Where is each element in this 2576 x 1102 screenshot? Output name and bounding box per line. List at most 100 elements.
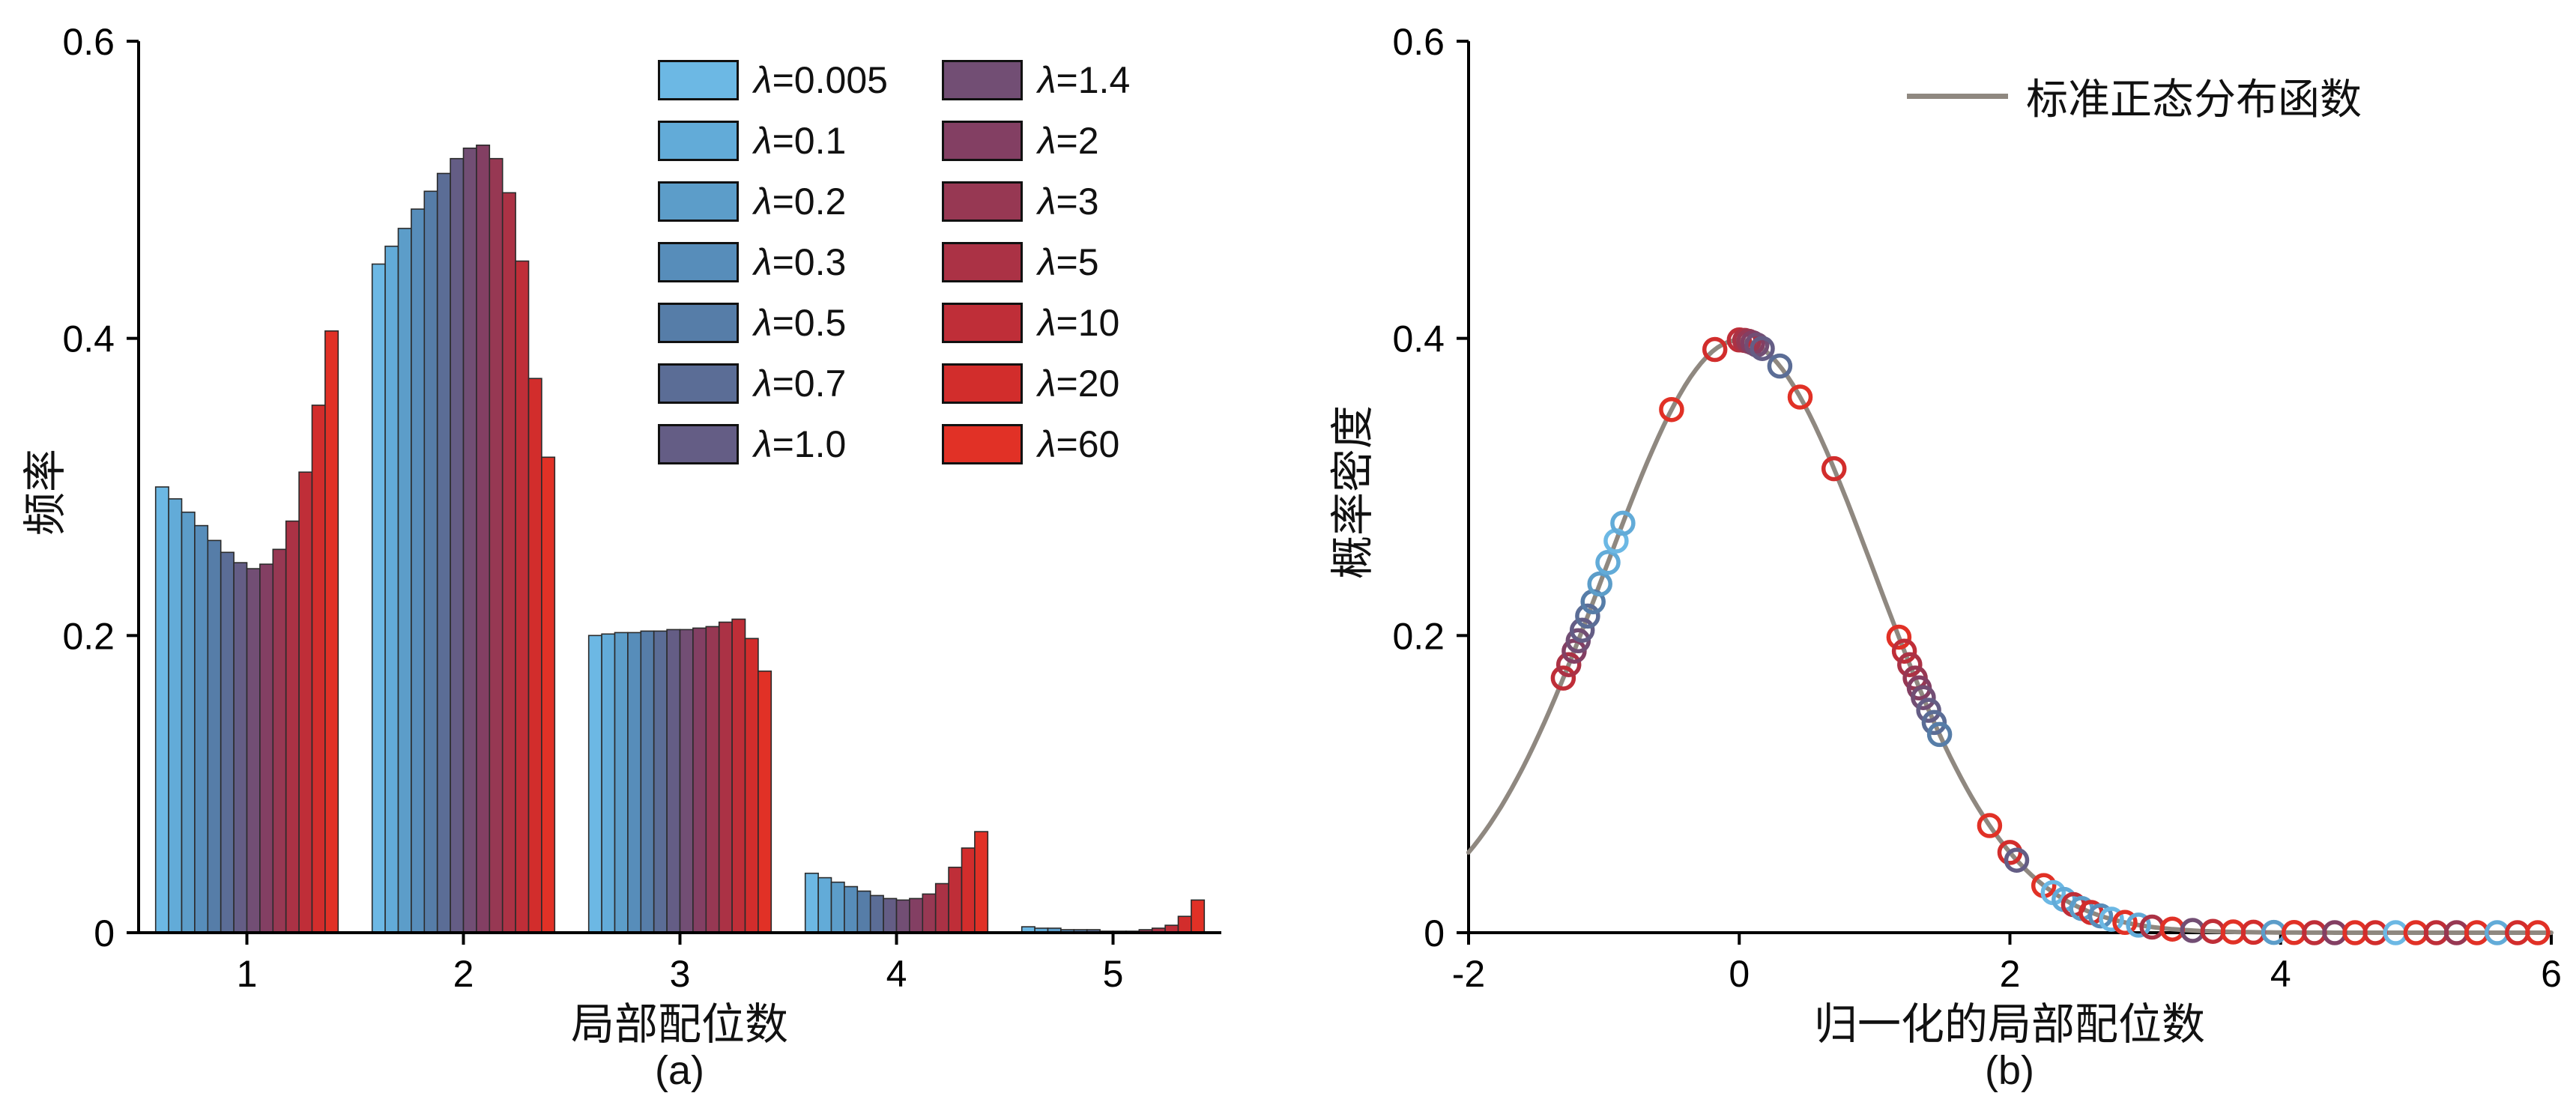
- legend-label: λ=0.2: [754, 180, 847, 222]
- legend-item-λ=2: λ=2: [941, 110, 1130, 171]
- panel-a-x-tick-label: 5: [1103, 953, 1124, 995]
- data-point-λ=60: [2112, 909, 2138, 936]
- legend-label: λ=0.005: [754, 58, 888, 101]
- data-point-λ=0.1: [1595, 550, 1621, 575]
- bar-λ=0.7-cn2: [436, 172, 451, 933]
- legend-item-λ=0.7: λ=0.7: [658, 353, 888, 414]
- bar-λ=0.3-cn2: [411, 208, 426, 933]
- bar-λ=1.0-cn3: [666, 629, 681, 933]
- legend-label: λ=3: [1037, 180, 1099, 222]
- bar-λ=0.005-cn3: [587, 635, 602, 933]
- bar-λ=0.005-cn4: [804, 872, 819, 933]
- panel-a-x-tick-label: 3: [670, 953, 691, 995]
- legend-label: λ=0.5: [754, 301, 847, 344]
- panel-a-x-axis-label: 局部配位数: [570, 1000, 788, 1049]
- data-point-λ=0.1: [2126, 912, 2151, 938]
- bar-λ=0.5-cn2: [423, 190, 438, 933]
- legend-swatch-icon: [941, 302, 1023, 343]
- panel-a-caption: (a): [655, 1048, 704, 1093]
- data-point-λ=60: [1886, 624, 1912, 650]
- legend-item-λ=20: λ=20: [941, 353, 1130, 414]
- bar-λ=20-cn4: [961, 847, 976, 933]
- data-point-λ=1.0: [2004, 847, 2030, 873]
- legend-label: λ=1.4: [1037, 58, 1131, 101]
- bar-λ=10-cn3: [731, 618, 746, 933]
- legend-swatch-icon: [941, 181, 1023, 222]
- panel-a-y-tick-label: 0.4: [62, 318, 115, 360]
- bar-λ=60-cn5: [1191, 899, 1206, 933]
- bar-λ=1.4-cn3: [679, 629, 694, 933]
- bar-λ=2-cn1: [259, 563, 274, 933]
- bar-λ=0.005-cn2: [371, 263, 386, 933]
- panel-b-y-tick-label: 0: [1424, 912, 1445, 954]
- panel-b-y-tick-label: 0.2: [1392, 615, 1445, 657]
- data-point-λ=0.7: [1575, 603, 1600, 629]
- legend-item-λ=0.3: λ=0.3: [658, 231, 888, 292]
- panel-a-chart: 1 2 3 4 5 0 0.2 0.4 0.6: [62, 21, 1221, 995]
- bar-λ=5-cn1: [285, 520, 300, 933]
- bar-λ=0.3-cn4: [844, 885, 859, 933]
- legend-item-λ=0.5: λ=0.5: [658, 292, 888, 353]
- bar-λ=0.5-cn3: [640, 630, 655, 933]
- data-point-λ=60: [1787, 384, 1813, 410]
- legend-swatch-icon: [941, 241, 1023, 282]
- bar-λ=60-cn1: [324, 330, 339, 933]
- panel-b-x-tick-label: 6: [2541, 953, 2562, 995]
- bar-λ=3-cn1: [272, 548, 287, 933]
- legend-swatch-icon: [941, 363, 1023, 404]
- panel-b-legend: 标准正态分布函数: [1907, 66, 2362, 127]
- legend-item-λ=5: λ=5: [941, 231, 1130, 292]
- bar-λ=0.2-cn4: [830, 881, 845, 933]
- data-point-λ=1.0: [1569, 617, 1595, 643]
- bar-λ=20-cn5: [1177, 915, 1192, 933]
- panel-a-x-tick-label: 1: [237, 953, 258, 995]
- panel-b-chart: -2 0 2 4 600.20.40.6: [1392, 21, 2562, 995]
- bar-λ=10-cn1: [298, 471, 313, 933]
- panel-b-x-tick-label: 4: [2270, 953, 2291, 995]
- legend-swatch-icon: [658, 241, 739, 282]
- panel-b-y-tick-label: 0.4: [1392, 318, 1445, 360]
- legend-label: λ=0.3: [754, 240, 847, 283]
- panel-b-x-tick-label: 0: [1729, 953, 1750, 995]
- legend-label: λ=20: [1037, 362, 1120, 405]
- normal-curve-legend-label: 标准正态分布函数: [2026, 76, 2362, 123]
- data-point-λ=0.5: [1926, 721, 1953, 748]
- panel-a-x-tick-label: 4: [886, 953, 907, 995]
- data-point-λ=1.0: [1750, 336, 1775, 361]
- data-point-λ=0.7: [1921, 709, 1947, 736]
- panel-b-x-tick-label: 2: [2000, 953, 2021, 995]
- bar-λ=0.1-cn1: [168, 498, 183, 933]
- panel-a-x-tick-label: 2: [453, 953, 474, 995]
- bar-λ=3-cn2: [489, 157, 504, 933]
- bar-λ=0.1-cn2: [384, 245, 399, 933]
- bar-λ=0.2-cn2: [397, 228, 412, 933]
- bar-λ=1.0-cn2: [450, 157, 465, 933]
- data-point-λ=10: [1550, 665, 1576, 691]
- bar-λ=0.2-cn1: [181, 511, 196, 933]
- panel-a-y-tick-label: 0.2: [62, 615, 115, 657]
- legend-swatch-icon: [658, 59, 739, 100]
- bar-λ=0.7-cn4: [869, 894, 884, 933]
- panel-a-legend: λ=0.005 λ=0.1 λ=0.2 λ=0.3 λ=0.5 λ=0.7 λ=1.0 λ=1…: [658, 49, 1130, 474]
- panel-a-y-axis-label: 频率: [21, 449, 70, 536]
- data-point-λ=0.3: [2087, 903, 2114, 929]
- bar-λ=10-cn4: [948, 866, 963, 933]
- data-point-λ=60: [1977, 813, 2003, 838]
- bar-λ=0.5-cn1: [207, 539, 222, 933]
- legend-item-λ=3: λ=3: [941, 171, 1130, 231]
- bar-λ=60-cn3: [758, 670, 773, 933]
- bar-λ=20-cn3: [744, 638, 759, 933]
- data-point-λ=20: [1702, 336, 1728, 363]
- legend-label: λ=60: [1037, 423, 1120, 465]
- data-point-λ=1.0: [1916, 697, 1941, 723]
- normal-curve-legend-line-icon: [1907, 94, 2008, 99]
- bar-λ=1.4-cn1: [246, 568, 261, 933]
- panel-b-x-axis-label: 归一化的局部配位数: [1813, 1000, 2205, 1049]
- panel-b-caption: (b): [1985, 1048, 2034, 1093]
- legend-swatch-icon: [658, 423, 739, 464]
- data-point-λ=0.1: [1610, 510, 1636, 536]
- legend-swatch-icon: [941, 59, 1023, 100]
- data-point-λ=5: [1897, 652, 1923, 677]
- bar-λ=60-cn2: [541, 456, 556, 933]
- legend-swatch-icon: [658, 181, 739, 222]
